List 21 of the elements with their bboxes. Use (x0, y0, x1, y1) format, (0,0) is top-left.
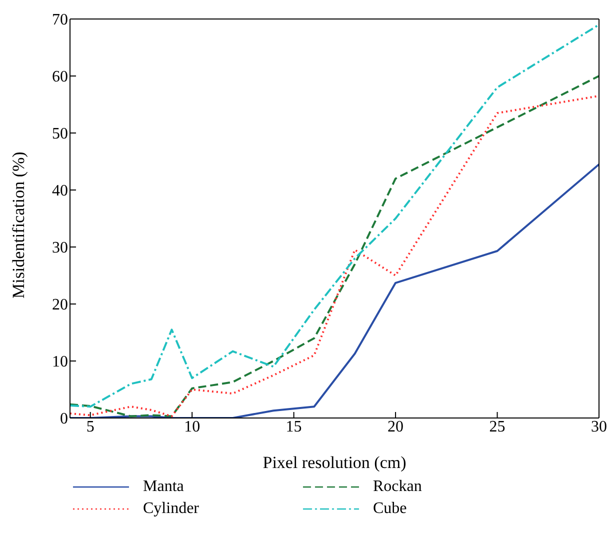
legend-label: Manta (143, 478, 184, 496)
legend-label: Rockan (373, 478, 422, 496)
legend-label: Cube (373, 500, 407, 518)
y-tick-label: 0 (60, 410, 68, 428)
y-axis-title: Misidentification (%) (9, 152, 28, 298)
y-tick-label: 40 (52, 182, 68, 200)
legend-label: Cylinder (143, 500, 199, 518)
y-tick-label: 70 (52, 12, 68, 29)
x-tick-label: 20 (388, 418, 404, 436)
x-tick-label: 25 (489, 418, 506, 436)
x-tick-label: 5 (86, 418, 94, 436)
y-tick-label: 30 (52, 240, 68, 257)
x-tick-label: 10 (184, 418, 200, 436)
y-tick-label: 50 (52, 126, 68, 143)
y-tick-label: 20 (52, 296, 68, 314)
line-series (70, 24, 599, 408)
y-tick-label: 10 (52, 354, 68, 371)
x-axis-title: Pixel resolution (cm) (262, 453, 406, 472)
x-tick-label: 15 (286, 418, 302, 436)
y-tick-label: 60 (52, 68, 68, 86)
x-tick-label: 30 (591, 418, 607, 436)
